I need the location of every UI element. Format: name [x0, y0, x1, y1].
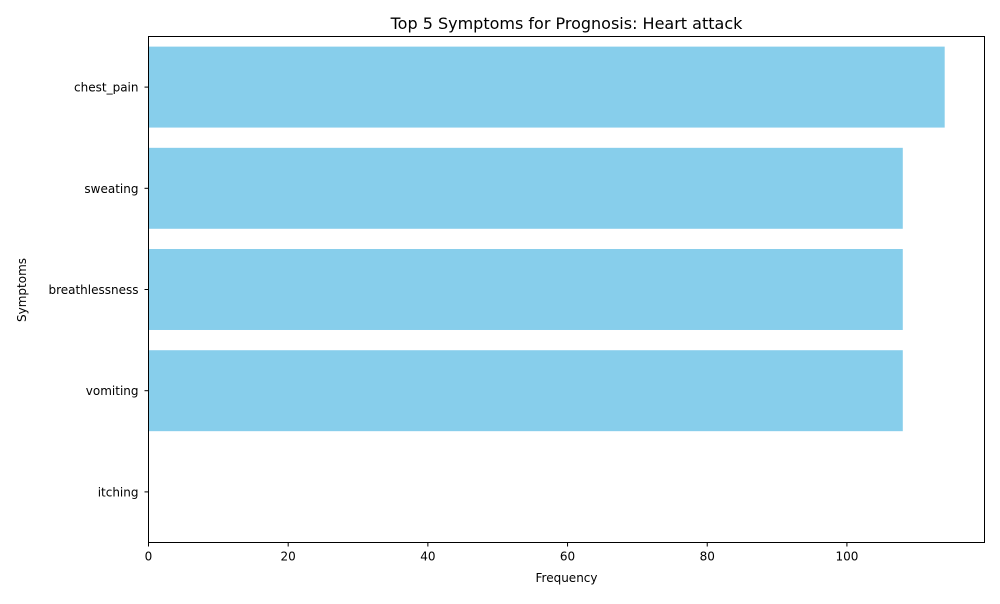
y-tick-label: vomiting	[86, 384, 139, 398]
y-axis-label: Symptoms	[15, 258, 29, 322]
x-tick-label: 0	[145, 550, 153, 564]
bar-sweating	[148, 147, 903, 229]
chart-title: Top 5 Symptoms for Prognosis: Heart atta…	[390, 14, 744, 33]
y-tick-label: breathlessness	[48, 283, 138, 297]
y-tick-label: itching	[98, 485, 139, 499]
y-tick-label: sweating	[84, 182, 138, 196]
bar-breathlessness	[148, 249, 903, 330]
x-tick-label: 40	[420, 550, 435, 564]
x-tick-label: 20	[281, 550, 296, 564]
x-tick-label: 100	[835, 550, 858, 564]
bar-vomiting	[148, 350, 903, 432]
x-axis: 0 20 40 60 80 100	[145, 542, 858, 564]
y-axis: chest_pain sweating breathlessness vomiting…	[48, 81, 149, 499]
y-tick-label: chest_pain	[74, 81, 138, 95]
bars-layer	[148, 46, 945, 432]
x-tick-label: 80	[700, 550, 715, 564]
bar-chest_pain	[148, 46, 945, 128]
x-tick-label: 60	[560, 550, 575, 564]
x-axis-label: Frequency	[536, 571, 598, 585]
